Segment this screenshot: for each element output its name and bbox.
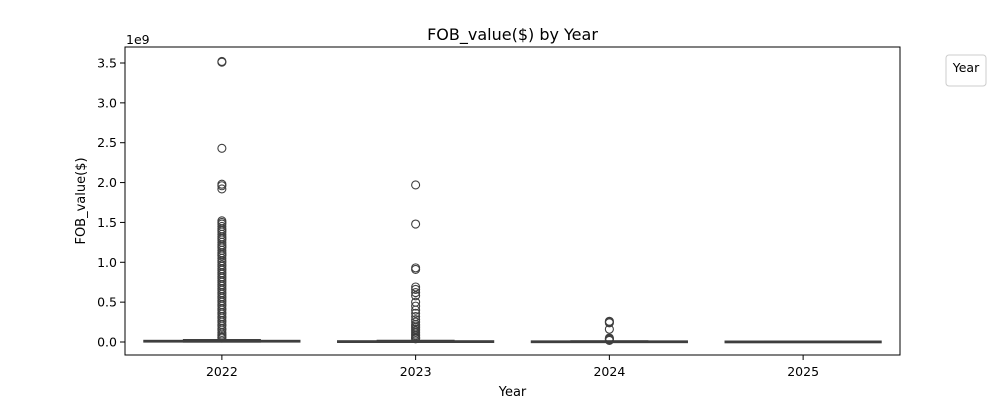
legend: Year xyxy=(945,54,987,87)
y-tick-label: 2.5 xyxy=(97,135,117,150)
outlier-point xyxy=(411,282,421,292)
x-tick-label: 2022 xyxy=(206,364,238,379)
outlier-point xyxy=(217,251,227,261)
y-offset-label: 1e9 xyxy=(126,32,150,47)
plot-area xyxy=(143,56,882,345)
y-axis-label: FOB_value($) xyxy=(74,157,89,244)
outlier-point xyxy=(604,318,614,328)
x-tick-label: 2023 xyxy=(400,364,432,379)
box-group-2022 xyxy=(143,56,301,343)
outlier-point xyxy=(217,143,227,153)
outlier-point xyxy=(411,305,421,315)
outlier-point xyxy=(217,181,227,191)
y-tick-label: 0.0 xyxy=(97,335,117,350)
box-group-2025 xyxy=(724,340,882,344)
outlier-point xyxy=(411,219,421,229)
x-axis: 2022 2023 2024 2025 xyxy=(206,355,819,379)
x-axis-label: Year xyxy=(498,385,527,400)
outlier-point xyxy=(604,335,614,345)
outlier-point xyxy=(217,333,227,343)
y-tick-label: 3.0 xyxy=(97,95,117,110)
chart-title: FOB_value($) by Year xyxy=(427,25,598,45)
outlier-point xyxy=(604,324,614,334)
outlier-point xyxy=(411,284,421,294)
outlier-point xyxy=(411,308,421,318)
box-group-2023 xyxy=(337,180,495,344)
outlier-point xyxy=(411,264,421,275)
outlier-point xyxy=(411,180,421,190)
x-tick-label: 2025 xyxy=(787,364,819,379)
y-axis: 0.0 0.5 1.0 1.5 2.0 2.5 3.0 3.5 xyxy=(97,56,125,350)
outlier-point xyxy=(411,301,421,311)
legend-box xyxy=(945,54,987,87)
y-tick-label: 3.5 xyxy=(97,56,117,71)
box-group-2024 xyxy=(530,316,688,345)
outlier-point xyxy=(411,334,421,344)
outlier-point xyxy=(217,184,227,194)
y-tick-label: 1.0 xyxy=(97,255,117,270)
x-tick-label: 2024 xyxy=(593,364,625,379)
y-tick-label: 1.5 xyxy=(97,215,117,230)
axes-frame xyxy=(124,46,901,356)
outlier-point xyxy=(411,291,421,301)
legend-title: Year xyxy=(952,60,980,75)
outlier-point xyxy=(411,317,421,327)
outlier-point xyxy=(217,57,227,67)
y-tick-label: 2.0 xyxy=(97,175,117,190)
outlier-point xyxy=(411,288,421,298)
y-tick-label: 0.5 xyxy=(97,295,117,310)
